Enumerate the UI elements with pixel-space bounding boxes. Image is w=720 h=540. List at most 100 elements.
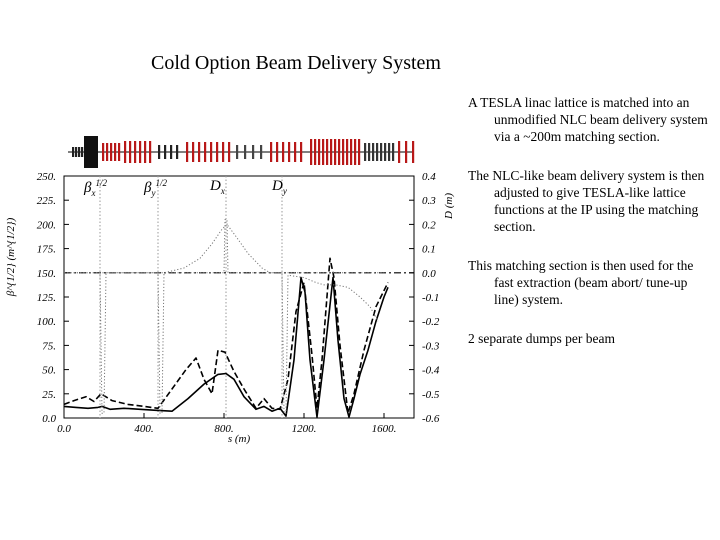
lattice-magnet [110,143,113,161]
lattice-magnet [72,147,75,157]
lattice-magnet [282,142,285,162]
x-tick-label: 800. [214,423,233,435]
lattice-dense-block [84,136,98,168]
lattice-magnet [102,143,105,161]
lattice-magnet [300,142,303,162]
lattice-magnet [222,142,225,162]
y-right-tick-label: 0.1 [422,244,436,256]
bullet-item: 2 separate dumps per beam [468,331,615,346]
y-right-tick-label: -0.2 [422,316,440,328]
y-left-tick-label: 200. [37,219,56,231]
lattice-magnet [176,145,179,159]
y-left-tick-label: 225. [37,195,56,207]
series-line-2 [63,257,389,414]
lattice-magnet [129,141,132,163]
lattice-magnet [158,145,161,159]
lattice-magnet [228,142,231,162]
lattice-magnet [368,143,371,161]
lattice-magnet [114,143,117,161]
legend-label: Dx [209,178,225,196]
lattice-magnet [210,142,213,162]
lattice-magnet [75,147,78,157]
y-left-tick-label: 75. [42,340,56,352]
lattice-magnet [398,141,401,163]
lattice-magnet [216,142,219,162]
lattice-magnet [204,142,207,162]
series-line-3 [64,219,384,414]
lattice-magnet [405,141,408,163]
y-left-tick-label: 175. [37,244,56,256]
lattice-magnet [244,145,247,159]
y-right-tick-label: -0.1 [422,292,439,304]
lattice-magnet [322,139,325,165]
lattice-magnet [342,139,345,165]
legend-label: βx1/2 [83,178,107,198]
series-line-1 [63,276,389,418]
lattice-magnet [380,143,383,161]
lattice-magnet [338,139,341,165]
lattice-magnet [318,139,321,165]
lattice-magnet [384,143,387,161]
lattice-magnet [186,142,189,162]
lattice-magnet [124,141,127,163]
lattice-magnet [388,143,391,161]
bullet-item: This matching section is then used for t… [468,258,694,307]
y-right-tick-label: -0.3 [422,340,440,352]
y-left-tick-label: 25. [42,389,56,401]
lattice-magnet [346,139,349,165]
lattice-magnet [364,143,367,161]
lattice-magnet [350,139,353,165]
slide-title: Cold Option Beam Delivery System [151,52,441,74]
lattice-magnet [392,143,395,161]
lattice-magnet [294,142,297,162]
y-right-tick-label: 0.4 [422,171,436,183]
bullet-item: A TESLA linac lattice is matched into an… [468,95,708,144]
lattice-magnet [330,139,333,165]
lattice-magnet [170,145,173,159]
lattice-magnet [81,147,84,157]
lattice-magnet [354,139,357,165]
y-right-tick-label: 0.2 [422,219,436,231]
lattice-magnet [252,145,255,159]
series-line-4 [64,223,379,414]
lattice-magnet [164,145,167,159]
bullet-item: The NLC-like beam delivery system is the… [468,168,705,234]
y-right-tick-label: 0.3 [422,195,436,207]
lattice-magnet [276,142,279,162]
lattice-magnet [198,142,201,162]
lattice-magnet [149,141,152,163]
lattice-magnet [260,145,263,159]
lattice-magnet [288,142,291,162]
lattice-magnet [358,139,361,165]
y-left-tick-label: 250. [37,171,56,183]
lattice-magnet [192,142,195,162]
y-left-tick-label: 0.0 [42,413,56,425]
legend-label: βy1/2 [143,178,167,198]
x-tick-label: 400. [134,423,153,435]
x-axis-label: s (m) [228,433,251,445]
lattice-magnet [106,143,109,161]
lattice-function-chart: 0.0 25. 50. 75. 100. 125. 150. 175. 200. 225. 250.… [5,136,455,445]
lattice-magnet [236,145,239,159]
bullet-list: A TESLA linac lattice is matched into an… [468,94,708,369]
x-tick-label: 0.0 [57,423,71,435]
y-right-tick-label: -0.5 [422,389,440,401]
y-left-tick-label: 125. [37,292,56,304]
lattice-magnet [334,139,337,165]
legend-label: Dy [271,178,287,196]
y-right-tick-label: -0.4 [422,365,440,377]
y-right-axis-label: D (m) [443,193,455,220]
x-tick-label: 1200. [292,423,317,435]
y-left-tick-label: 100. [37,316,56,328]
lattice-magnet [310,139,313,165]
y-left-tick-label: 150. [37,268,56,280]
y-left-axis-label: β^{1/2} (m^{1/2}) [5,217,17,297]
lattice-magnet [118,143,121,161]
lattice-magnet [412,141,415,163]
y-right-tick-label: 0.0 [422,268,436,280]
lattice-magnet [139,141,142,163]
lattice-strip [68,136,415,168]
lattice-magnet [134,141,137,163]
y-right-tick-label: -0.6 [422,413,440,425]
lattice-magnet [314,139,317,165]
